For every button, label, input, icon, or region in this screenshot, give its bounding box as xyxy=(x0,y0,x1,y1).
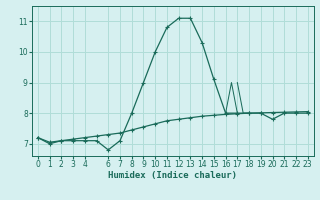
X-axis label: Humidex (Indice chaleur): Humidex (Indice chaleur) xyxy=(108,171,237,180)
